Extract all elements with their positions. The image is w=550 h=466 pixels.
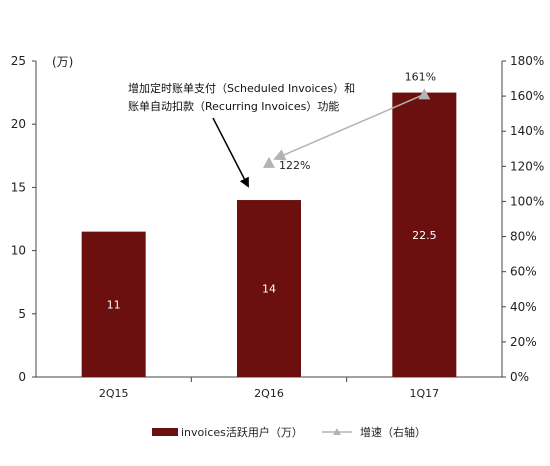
bar <box>237 200 301 377</box>
growth-line <box>263 88 431 168</box>
legend-line-label: 增速（右轴） <box>360 425 426 439</box>
left-tick-label: 0 <box>18 370 26 384</box>
annotation-arrow <box>212 117 249 188</box>
left-tick-label: 20 <box>11 117 26 131</box>
right-tick-label: 0% <box>510 370 529 384</box>
data-labels: 11 14 22.5 122% 161% <box>107 70 437 311</box>
left-tick-label: 15 <box>11 180 26 194</box>
axes: 0 5 10 15 20 25 0% 20% 40% 60% 80% 100% 120% 140% 160%… <box>11 54 545 400</box>
growth-point-marker <box>263 156 275 168</box>
bar-value-label: 22.5 <box>412 229 437 242</box>
left-tick-label: 25 <box>11 54 26 68</box>
x-tick-label: 2Q16 <box>254 387 284 400</box>
legend-bar-label: invoices活跃用户（万） <box>181 425 303 439</box>
right-tick-label: 120% <box>510 159 544 173</box>
left-tick-label: 5 <box>18 307 26 321</box>
growth-value-label: 122% <box>279 159 310 172</box>
growth-point-marker <box>418 88 431 100</box>
x-tick-label: 2Q15 <box>99 387 129 400</box>
left-tick-label: 10 <box>11 244 26 258</box>
annotation-line-1: 增加定时账单支付（Scheduled Invoices）和 <box>128 81 355 95</box>
right-tick-label: 20% <box>510 335 537 349</box>
bar-value-label: 14 <box>262 283 276 296</box>
bar <box>81 231 146 377</box>
right-tick-label: 100% <box>510 194 544 208</box>
left-axis-unit-label: (万) <box>52 55 73 69</box>
right-tick-label: 180% <box>510 54 544 68</box>
annotation: 增加定时账单支付（Scheduled Invoices）和 账单自动扣款（Rec… <box>128 81 355 188</box>
right-tick-label: 140% <box>510 124 544 138</box>
right-tick-label: 60% <box>510 265 537 279</box>
right-tick-label: 80% <box>510 230 537 244</box>
bar <box>392 92 457 377</box>
growth-line-segment <box>273 93 425 161</box>
annotation-line-2: 账单自动扣款（Recurring Invoices）功能 <box>128 99 339 113</box>
growth-value-label: 161% <box>405 70 436 83</box>
legend-bar-swatch <box>152 428 178 436</box>
bar-value-label: 11 <box>107 298 121 311</box>
legend-line-marker <box>333 428 341 435</box>
legend: invoices活跃用户（万） 增速（右轴） <box>152 425 426 439</box>
right-tick-label: 160% <box>510 89 544 103</box>
right-tick-label: 40% <box>510 300 537 314</box>
bars <box>81 92 457 377</box>
x-tick-label: 1Q17 <box>410 387 440 400</box>
